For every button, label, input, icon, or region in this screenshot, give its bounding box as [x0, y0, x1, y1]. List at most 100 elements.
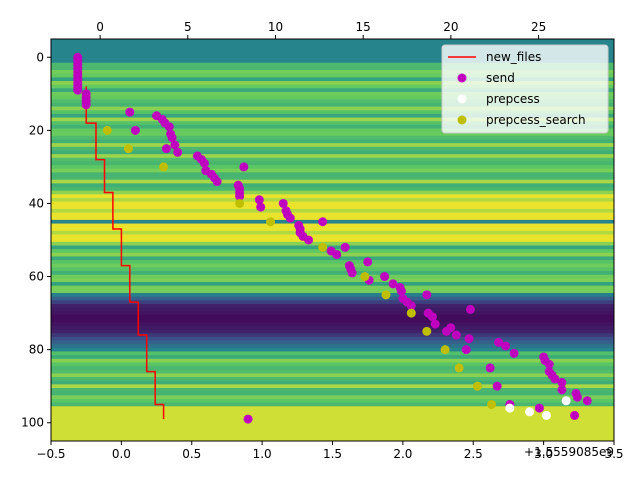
x-tick-label: 0.5 [182, 447, 201, 461]
point-send [162, 144, 171, 153]
x-tick-label: −0.5 [36, 447, 65, 461]
point-send [73, 86, 82, 95]
heatmap-row [51, 172, 614, 176]
point-send [125, 108, 134, 117]
point-send [573, 393, 582, 402]
heatmap-row [51, 154, 614, 158]
point-prepcess_search [441, 345, 450, 354]
heatmap-row [51, 322, 614, 326]
heatmap-row [51, 41, 614, 45]
point-send [304, 236, 313, 245]
heatmap-row [51, 384, 614, 388]
heatmap-row [51, 264, 614, 268]
heatmap-row [51, 436, 614, 440]
heatmap-row [51, 194, 614, 198]
legend-label-prepcess_search: prepcess_search [486, 113, 586, 127]
heatmap-row [51, 333, 614, 337]
heatmap-row [51, 183, 614, 187]
heatmap-row [51, 147, 614, 151]
point-send [583, 396, 592, 405]
point-send [213, 177, 222, 186]
y-tick-label: 80 [29, 343, 44, 357]
heatmap-row [51, 319, 614, 323]
heatmap-row [51, 421, 614, 425]
legend-swatch-prepcess_search [458, 116, 467, 125]
point-send [131, 126, 140, 135]
heatmap-row [51, 308, 614, 312]
heatmap-row [51, 315, 614, 319]
point-send [557, 385, 566, 394]
y-tick-label: 60 [29, 270, 44, 284]
heatmap-row [51, 355, 614, 359]
point-send [466, 305, 475, 314]
point-send [239, 162, 248, 171]
heatmap-row [51, 381, 614, 385]
point-prepcess_search [318, 243, 327, 252]
heatmap-row [51, 326, 614, 330]
point-send [318, 217, 327, 226]
heatmap-row [51, 359, 614, 363]
heatmap-row [51, 432, 614, 436]
heatmap-row [51, 337, 614, 341]
point-send [465, 334, 474, 343]
point-send [341, 243, 350, 252]
heatmap-row [51, 150, 614, 154]
point-send [82, 100, 91, 109]
point-prepcess_search [266, 217, 275, 226]
y-tick-label: 40 [29, 196, 44, 210]
heatmap-row [51, 388, 614, 392]
heatmap-row [51, 165, 614, 169]
heatmap-row [51, 260, 614, 264]
legend-swatch-prepcess [458, 95, 467, 104]
heatmap-row [51, 366, 614, 370]
top-x-tick-label: 5 [184, 20, 192, 34]
point-send [452, 331, 461, 340]
heatmap-row [51, 235, 614, 239]
heatmap-row [51, 344, 614, 348]
heatmap-row [51, 143, 614, 147]
heatmap-row [51, 271, 614, 275]
heatmap-row [51, 136, 614, 140]
legend-swatch-send [458, 74, 467, 83]
point-prepcess [525, 407, 534, 416]
top-x-tick-label: 10 [268, 20, 283, 34]
x-tick-label: 0.0 [112, 447, 131, 461]
point-prepcess_search [473, 382, 482, 391]
heatmap-row [51, 330, 614, 334]
heatmap-row [51, 267, 614, 271]
heatmap-row [51, 275, 614, 279]
heatmap-row [51, 370, 614, 374]
point-prepcess_search [360, 272, 369, 281]
heatmap-row [51, 231, 614, 235]
heatmap-row [51, 403, 614, 407]
point-send [173, 148, 182, 157]
heatmap-row [51, 191, 614, 195]
heatmap-row [51, 293, 614, 297]
point-send [535, 404, 544, 413]
legend-label-new_files: new_files [486, 50, 541, 64]
heatmap-row [51, 180, 614, 184]
point-send [570, 411, 579, 420]
y-tick-label: 0 [36, 50, 44, 64]
heatmap-row [51, 428, 614, 432]
x-tick-label: 2.0 [393, 447, 412, 461]
heatmap-row [51, 205, 614, 209]
heatmap-row [51, 377, 614, 381]
heatmap-row [51, 297, 614, 301]
x-tick-label: 1.0 [253, 447, 272, 461]
legend-label-prepcess: prepcess [486, 92, 540, 106]
heatmap-row [51, 278, 614, 282]
heatmap-row [51, 161, 614, 165]
heatmap-row [51, 286, 614, 290]
point-send [348, 268, 357, 277]
heatmap-row [51, 289, 614, 293]
y-tick-label: 20 [29, 123, 44, 137]
heatmap-row [51, 348, 614, 352]
point-prepcess [505, 404, 514, 413]
point-prepcess_search [381, 290, 390, 299]
heatmap-row [51, 395, 614, 399]
heatmap-row [51, 216, 614, 220]
heatmap-row [51, 224, 614, 228]
point-send [486, 363, 495, 372]
